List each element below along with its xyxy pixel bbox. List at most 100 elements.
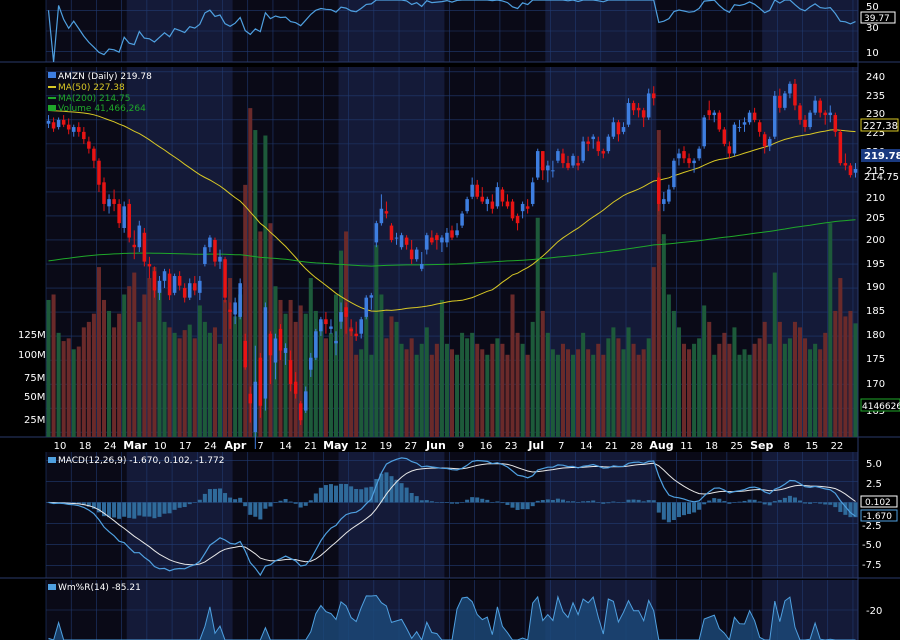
candle-body[interactable] bbox=[546, 165, 550, 171]
candle-body[interactable] bbox=[61, 119, 66, 125]
candle-body[interactable] bbox=[243, 340, 247, 368]
candle-body[interactable] bbox=[51, 122, 56, 129]
candle-body[interactable] bbox=[440, 237, 444, 243]
candle-body[interactable] bbox=[631, 103, 636, 111]
candle-body[interactable] bbox=[460, 213, 464, 226]
candle-body[interactable] bbox=[561, 153, 565, 164]
candle-body[interactable] bbox=[788, 83, 792, 94]
candle-body[interactable] bbox=[208, 237, 212, 248]
candle-body[interactable] bbox=[278, 328, 283, 351]
candle-body[interactable] bbox=[334, 340, 338, 344]
candle-body[interactable] bbox=[530, 182, 535, 204]
candle-body[interactable] bbox=[465, 199, 469, 212]
candle-body[interactable] bbox=[702, 117, 706, 147]
candle-body[interactable] bbox=[238, 283, 242, 317]
candle-body[interactable] bbox=[515, 215, 520, 224]
candle-body[interactable] bbox=[626, 103, 631, 125]
candle-body[interactable] bbox=[359, 319, 363, 334]
candle-body[interactable] bbox=[263, 307, 268, 399]
candle-body[interactable] bbox=[672, 160, 676, 188]
candle-body[interactable] bbox=[71, 127, 76, 132]
candle-body[interactable] bbox=[641, 110, 646, 118]
candle-body[interactable] bbox=[717, 112, 722, 130]
candle-body[interactable] bbox=[187, 283, 192, 298]
candle-body[interactable] bbox=[177, 276, 182, 286]
candle-body[interactable] bbox=[520, 203, 525, 212]
candle-body[interactable] bbox=[198, 280, 202, 293]
candle-body[interactable] bbox=[657, 177, 661, 204]
candle-body[interactable] bbox=[430, 237, 434, 243]
candle-body[interactable] bbox=[167, 273, 172, 296]
candle-body[interactable] bbox=[157, 280, 162, 293]
candle-body[interactable] bbox=[646, 93, 651, 118]
candle-body[interactable] bbox=[591, 136, 595, 140]
candle-body[interactable] bbox=[137, 225, 142, 248]
candle-body[interactable] bbox=[767, 139, 772, 147]
candle-body[interactable] bbox=[303, 391, 308, 411]
candle-body[interactable] bbox=[46, 120, 51, 124]
candle-body[interactable] bbox=[783, 93, 787, 108]
candle-body[interactable] bbox=[667, 189, 671, 202]
candle-body[interactable] bbox=[541, 151, 545, 171]
candle-body[interactable] bbox=[374, 223, 379, 243]
candle-body[interactable] bbox=[404, 237, 409, 245]
candle-body[interactable] bbox=[87, 141, 91, 149]
candle-body[interactable] bbox=[616, 122, 621, 135]
candle-body[interactable] bbox=[233, 302, 237, 315]
candle-body[interactable] bbox=[258, 357, 263, 406]
candle-body[interactable] bbox=[389, 225, 394, 240]
candle-body[interactable] bbox=[182, 288, 187, 298]
candle-body[interactable] bbox=[581, 141, 585, 161]
candle-body[interactable] bbox=[329, 326, 333, 329]
candle-body[interactable] bbox=[273, 338, 278, 363]
candle-body[interactable] bbox=[752, 112, 757, 120]
candle-body[interactable] bbox=[162, 271, 167, 281]
candle-body[interactable] bbox=[82, 131, 86, 140]
candle-body[interactable] bbox=[142, 232, 147, 262]
candle-body[interactable] bbox=[344, 307, 348, 317]
candle-body[interactable] bbox=[778, 95, 782, 108]
candle-body[interactable] bbox=[324, 319, 328, 325]
candle-body[interactable] bbox=[152, 271, 157, 291]
candle-body[interactable] bbox=[611, 122, 616, 137]
candle-body[interactable] bbox=[727, 146, 732, 154]
candle-body[interactable] bbox=[798, 105, 802, 120]
candle-body[interactable] bbox=[107, 199, 111, 207]
candle-body[interactable] bbox=[636, 107, 641, 111]
candle-body[interactable] bbox=[697, 148, 701, 159]
candle-body[interactable] bbox=[409, 249, 414, 260]
candle-body[interactable] bbox=[500, 189, 505, 202]
candle-body[interactable] bbox=[97, 160, 101, 185]
candle-body[interactable] bbox=[414, 249, 419, 260]
candle-body[interactable] bbox=[218, 256, 222, 262]
candle-body[interactable] bbox=[853, 168, 858, 173]
candle-body[interactable] bbox=[384, 211, 389, 214]
candle-body[interactable] bbox=[757, 122, 762, 132]
candle-body[interactable] bbox=[505, 201, 510, 207]
candle-body[interactable] bbox=[571, 155, 575, 166]
candle-body[interactable] bbox=[556, 151, 560, 161]
candle-body[interactable] bbox=[248, 393, 253, 404]
candle-body[interactable] bbox=[132, 244, 137, 248]
candle-body[interactable] bbox=[586, 141, 590, 144]
candle-body[interactable] bbox=[77, 127, 81, 132]
candle-body[interactable] bbox=[828, 112, 833, 116]
candle-body[interactable] bbox=[117, 203, 121, 224]
candle-body[interactable] bbox=[490, 201, 495, 209]
candle-body[interactable] bbox=[742, 122, 747, 125]
candle-body[interactable] bbox=[838, 131, 843, 164]
candle-body[interactable] bbox=[419, 264, 424, 269]
candle-body[interactable] bbox=[495, 187, 500, 207]
candle-body[interactable] bbox=[475, 184, 479, 197]
candle-body[interactable] bbox=[485, 199, 490, 204]
candle-body[interactable] bbox=[818, 100, 822, 113]
candle-body[interactable] bbox=[747, 112, 752, 123]
candle-body[interactable] bbox=[92, 148, 96, 161]
candle-body[interactable] bbox=[480, 196, 485, 202]
candle-body[interactable] bbox=[193, 283, 197, 291]
candle-body[interactable] bbox=[122, 206, 126, 228]
candle-body[interactable] bbox=[662, 199, 666, 204]
candle-body[interactable] bbox=[687, 158, 691, 164]
candle-body[interactable] bbox=[450, 230, 454, 238]
